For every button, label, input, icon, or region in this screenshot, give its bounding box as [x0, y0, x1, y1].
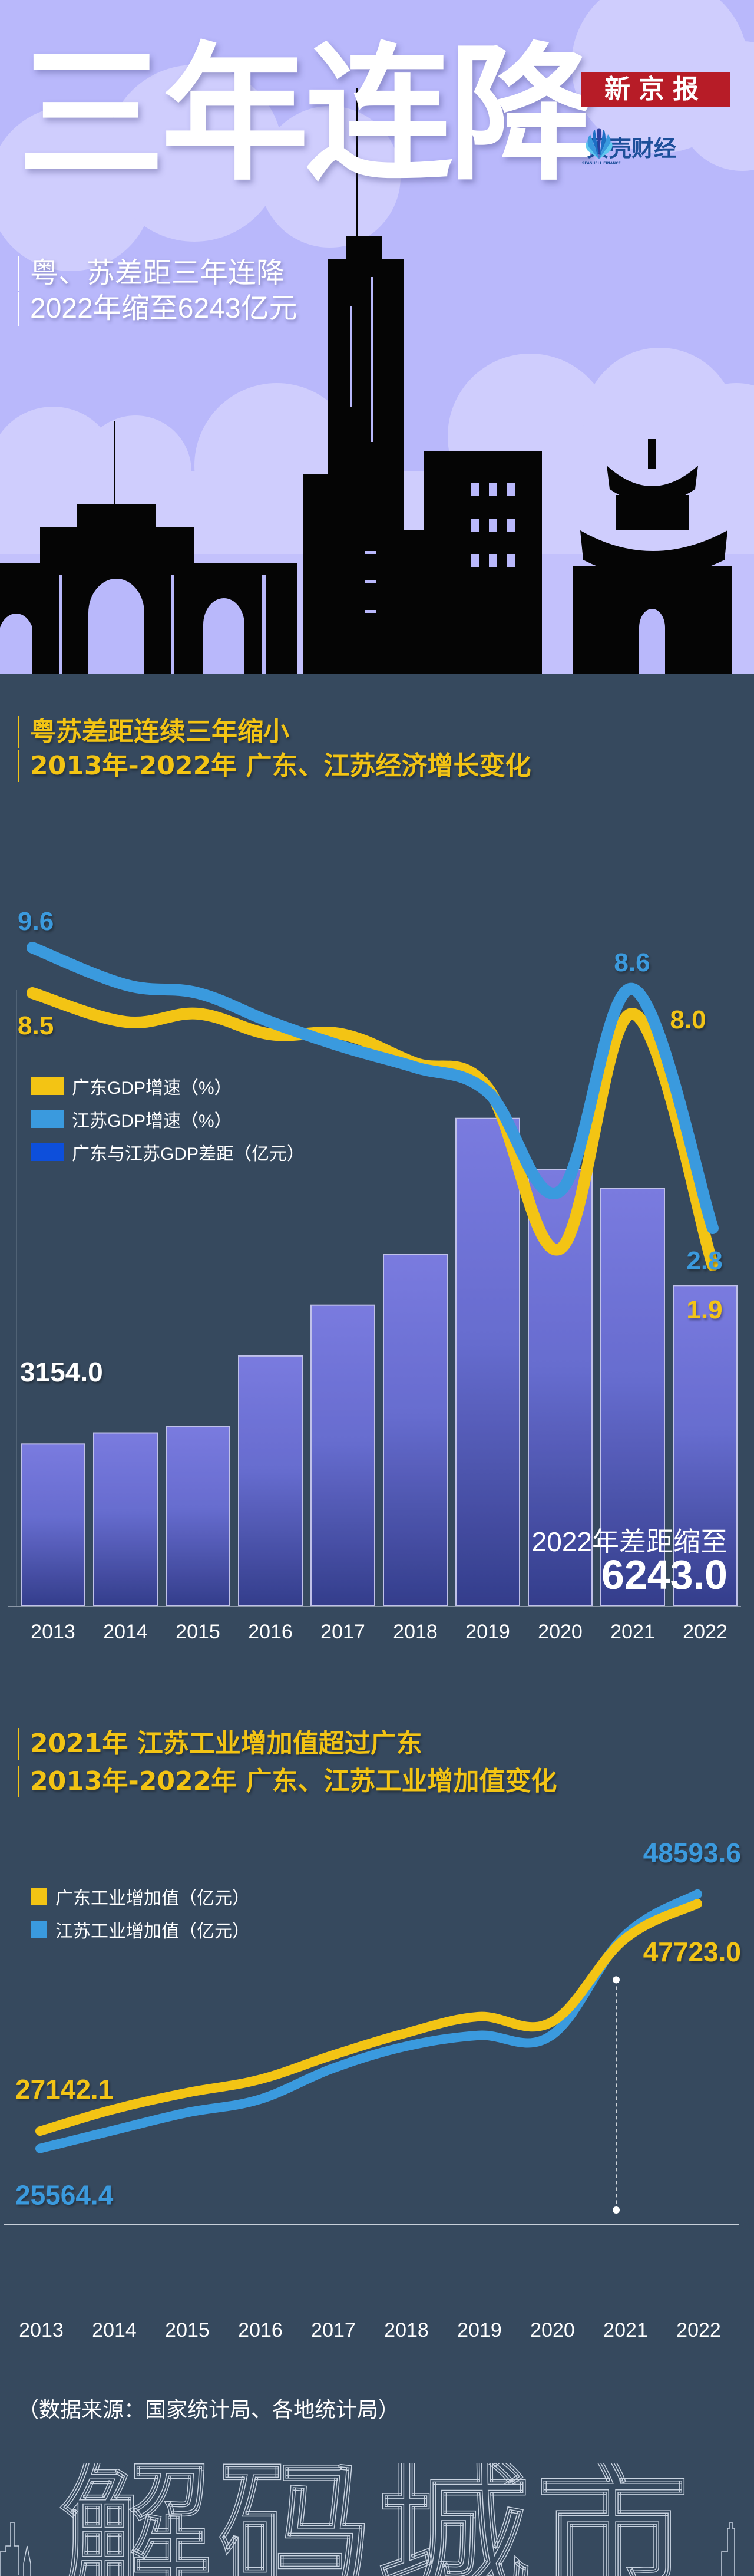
value-label-guangdong-2013: 27142.1 [15, 2074, 113, 2105]
legend-swatch-yellow [31, 1888, 47, 1905]
guangdong-growth-line [27, 987, 719, 1271]
legend-label: 广东与江苏GDP差距（亿元） [72, 1144, 305, 1164]
x-tick-label: 2018 [393, 1621, 438, 1643]
gap-bar-2015 [166, 1426, 230, 1607]
value-label-guangdong-2021: 8.0 [670, 1005, 706, 1034]
section2-x-axis-labels: 2013 2014 2015 2016 2017 2018 2019 2020 2021 2022 [0, 2319, 754, 2349]
tower-silhouette [303, 88, 542, 674]
gap-bar-2016 [238, 1355, 303, 1607]
finance-logo: 贝壳财经 SEASHELL FINANCE [582, 128, 676, 166]
x-tick-label: 2022 [676, 2319, 721, 2341]
hero-banner: 三年连降 新京报 贝壳财经 SEASHELL FINANCE 粤、苏差距三年连降… [0, 0, 754, 674]
hero-title: 三年连降 [18, 29, 596, 200]
x-tick-label: 2017 [311, 2319, 356, 2341]
value-label-jiangsu-2022: 48593.6 [643, 1838, 741, 1868]
section1-x-axis-labels: 2013 2014 2015 2016 2017 2018 2019 2020 2021 2022 [0, 1621, 754, 1650]
value-label-jiangsu-2013: 9.6 [18, 907, 54, 936]
x-tick-label: 2020 [530, 2319, 575, 2341]
x-tick-label: 2021 [603, 2319, 648, 2341]
x-tick-label: 2022 [683, 1621, 727, 1643]
gap-bar-2017 [310, 1304, 375, 1607]
legend-label: 江苏GDP增速（%） [72, 1111, 232, 1131]
x-tick-label: 2021 [610, 1621, 655, 1643]
gap-bar-2018 [383, 1254, 448, 1607]
gap-bar-2019 [455, 1117, 520, 1607]
section2-legend: 广东工业增加值（亿元） 江苏工业增加值（亿元） [31, 1880, 250, 1946]
legend-item-guangdong-industry: 广东工业增加值（亿元） [31, 1880, 250, 1913]
value-label-jiangsu-2013: 25564.4 [15, 2180, 114, 2211]
legend-item-jiangsu-industry: 江苏工业增加值（亿元） [31, 1913, 250, 1946]
legend-swatch-blue [31, 1921, 47, 1938]
x-tick-label: 2018 [384, 2319, 429, 2341]
gap-bar-2021 [600, 1188, 665, 1607]
x-tick-label: 2016 [248, 1621, 293, 1643]
gap-bar-2014 [93, 1432, 158, 1607]
x-tick-label: 2015 [165, 2319, 210, 2341]
x-tick-label: 2015 [176, 1621, 220, 1643]
legend-swatch-yellow [31, 1077, 64, 1095]
hero-subtitle-1: 粤、苏差距三年连降 [18, 256, 285, 291]
x-tick-label: 2013 [31, 1621, 75, 1643]
value-label-guangdong-2013: 8.5 [18, 1011, 54, 1040]
gap-bar-2022 [673, 1285, 738, 1607]
gap-caption-value: 6243.0 [601, 1552, 727, 1598]
x-tick-label: 2017 [320, 1621, 365, 1643]
legend-item-gdp-gap: 广东与江苏GDP差距（亿元） [31, 1136, 305, 1169]
footer-brand-outline: 解码城市 [0, 2463, 754, 2576]
section1-title-1: 粤苏差距连续三年缩小 [18, 716, 289, 748]
gap-bar-2013 [21, 1443, 85, 1607]
x-tick-label: 2014 [103, 1621, 148, 1643]
legend-swatch-darkblue [31, 1143, 64, 1161]
value-label-jiangsu-2021: 8.6 [614, 948, 650, 977]
x-tick-label: 2019 [465, 1621, 510, 1643]
section2-title-1: 2021年 江苏工业增加值超过广东 [18, 1728, 422, 1760]
section2-title-2: 2013年-2022年 广东、江苏工业增加值变化 [18, 1766, 557, 1797]
gap-value-label-2013: 3154.0 [20, 1357, 103, 1387]
guangdong-industry-line [35, 1899, 702, 2136]
brand-outline-text: 解码城市 [59, 2463, 695, 2576]
seashell-icon [586, 128, 613, 159]
gdp-growth-chart: 8.5 8.0 1.9 9.6 8.6 2.8 3154.0 [8, 907, 741, 1607]
gate-building-silhouette [0, 421, 297, 674]
industry-value-chart: 27142.1 47723.0 25564.4 48593.6 [4, 1838, 741, 2225]
legend-label: 广东GDP增速（%） [72, 1078, 232, 1098]
x-tick-label: 2016 [238, 2319, 283, 2341]
legend-item-jiangsu-growth: 江苏GDP增速（%） [31, 1103, 305, 1136]
newspaper-logo: 新京报 [581, 72, 730, 107]
x-tick-label: 2019 [457, 2319, 502, 2341]
gap-caption: 2022年差距缩至 [531, 1526, 727, 1557]
x-tick-label: 2020 [538, 1621, 583, 1643]
jiangsu-industry-line [35, 1889, 702, 2153]
hero-subtitle-2: 2022年缩至6243亿元 [18, 292, 297, 326]
section1-title-2: 2013年-2022年 广东、江苏经济增长变化 [18, 750, 531, 782]
jiangsu-growth-line [27, 942, 719, 1234]
section1-legend: 广东GDP增速（%） 江苏GDP增速（%） 广东与江苏GDP差距（亿元） [31, 1070, 305, 1169]
legend-label: 广东工业增加值（亿元） [55, 1889, 250, 1908]
legend-label: 江苏工业增加值（亿元） [55, 1922, 250, 1941]
annotation-dot-bottom [613, 2206, 620, 2214]
value-label-jiangsu-2022: 2.8 [686, 1246, 722, 1275]
annotation-dot-top [613, 1976, 620, 1984]
value-label-guangdong-2022: 47723.0 [643, 1937, 741, 1967]
finance-logo-en: SEASHELL FINANCE [582, 161, 621, 166]
legend-swatch-blue [31, 1110, 64, 1128]
legend-item-guangdong-growth: 广东GDP增速（%） [31, 1070, 305, 1103]
x-tick-label: 2014 [92, 2319, 137, 2341]
value-label-guangdong-2022: 1.9 [686, 1295, 722, 1324]
brand-outline-logo: 解码城市 [0, 2463, 735, 2576]
x-tick-label: 2013 [19, 2319, 64, 2341]
data-source-note: （数据来源：国家统计局、各地统计局） [18, 2397, 400, 2422]
